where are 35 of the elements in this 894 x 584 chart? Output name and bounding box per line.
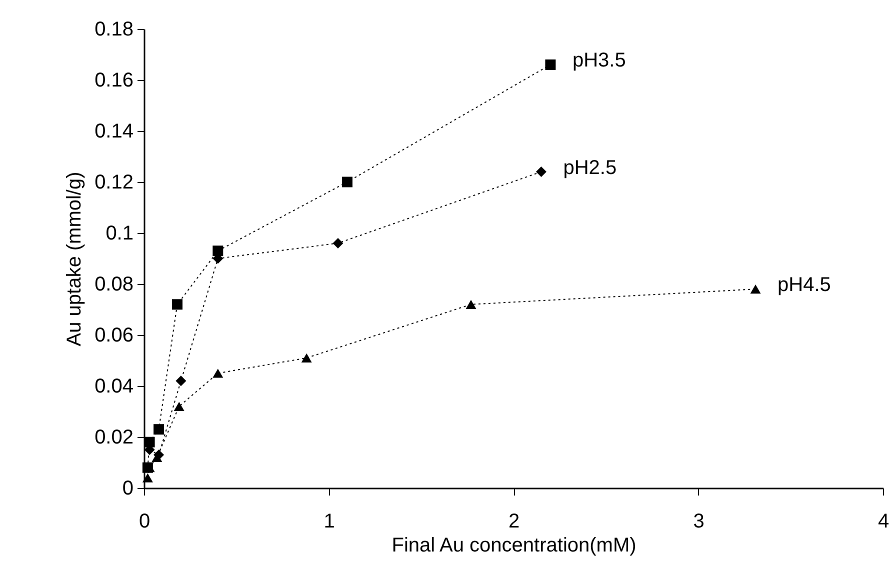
y-tick-label: 0 [122, 478, 134, 500]
point [212, 368, 224, 378]
point [342, 176, 352, 188]
y-tick-label: 0.06 [94, 324, 134, 346]
x-tick-label: 1 [324, 510, 335, 532]
series-label: pH4.5 [778, 274, 831, 296]
point [750, 284, 761, 294]
point [545, 59, 556, 70]
y-tick-label: 0.18 [94, 18, 134, 40]
point [332, 238, 344, 248]
y-tick-label: 0.04 [94, 376, 134, 398]
y-tick-label: 0.08 [94, 274, 134, 296]
y-tick-label: 0.16 [94, 70, 134, 92]
point [154, 424, 164, 435]
point [466, 300, 476, 309]
y-tick-label: 0.02 [94, 426, 134, 448]
point [144, 436, 155, 448]
point [301, 353, 312, 362]
y-tick-label: 0.14 [94, 120, 134, 142]
y-axis-title: Au uptake (mmol/g) [64, 172, 86, 346]
point [174, 402, 184, 411]
x-tick-label: 0 [138, 510, 150, 532]
point [536, 166, 546, 178]
x-tick-label: 2 [508, 510, 520, 532]
x-axis-title: Final Au concentration(mM) [392, 534, 636, 556]
point [212, 246, 224, 256]
series-label: pH3.5 [572, 50, 626, 72]
point [172, 299, 182, 310]
point [142, 473, 153, 482]
point [176, 376, 186, 386]
x-tick-label: 4 [878, 510, 890, 532]
x-tick-label: 3 [693, 510, 704, 532]
y-tick-label: 0.1 [106, 222, 134, 244]
series-label: pH2.5 [563, 156, 617, 179]
y-tick-label: 0.12 [94, 172, 134, 194]
